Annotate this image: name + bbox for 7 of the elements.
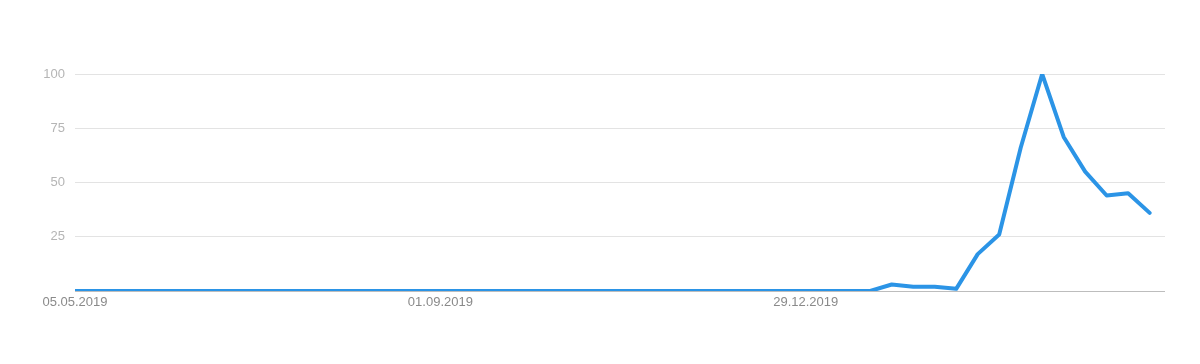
x-tick-label: 29.12.2019: [773, 294, 839, 310]
y-tick-label: 25: [50, 228, 65, 244]
x-tick-label: 05.05.2019: [42, 294, 108, 310]
y-tick-label: 100: [43, 65, 65, 81]
y-tick-label: 75: [50, 119, 65, 135]
y-tick-label: 50: [50, 174, 65, 190]
x-tick-label: 01.09.2019: [407, 294, 473, 310]
